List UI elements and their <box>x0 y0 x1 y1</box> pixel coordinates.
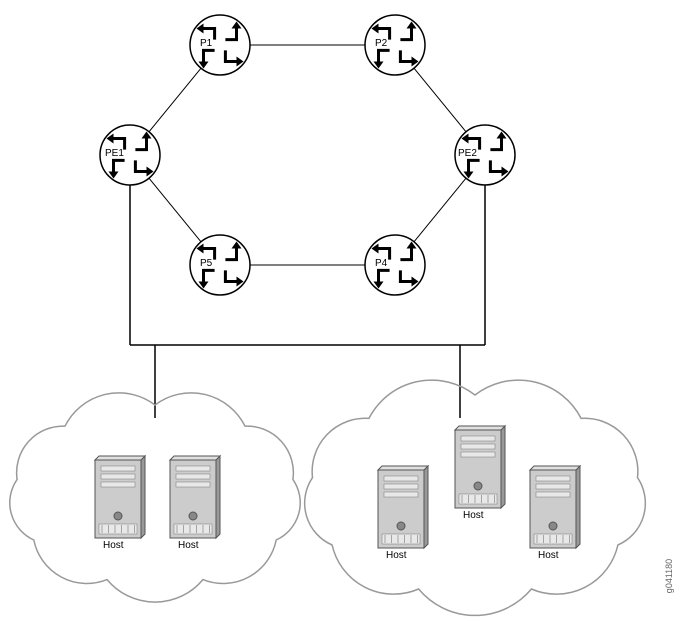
hosts-group <box>95 426 580 548</box>
router-label-P2: P2 <box>375 38 387 49</box>
host-label-3: Host <box>386 550 407 561</box>
router-P4 <box>365 235 425 295</box>
link-PE1-P5 <box>149 178 201 242</box>
router-label-P5: P5 <box>200 258 212 269</box>
diagram-svg <box>0 0 681 621</box>
host-label-5: Host <box>538 550 559 561</box>
link-PE2-P4 <box>414 178 466 242</box>
host-label-1: Host <box>103 540 124 551</box>
host-label-4: Host <box>463 510 484 521</box>
host-label-2: Host <box>178 540 199 551</box>
router-P1 <box>190 15 250 75</box>
link-P1-PE1 <box>149 68 201 132</box>
figure-id-label: g041180 <box>664 559 674 593</box>
router-P2 <box>365 15 425 75</box>
router-label-P4: P4 <box>375 258 387 269</box>
router-label-P1: P1 <box>200 38 212 49</box>
router-P5 <box>190 235 250 295</box>
cloud-left <box>10 393 300 602</box>
host-server-1 <box>95 456 145 538</box>
network-diagram: P1 P2 PE1 PE2 P5 P4 Host Host Host Host Host g041… <box>0 0 681 621</box>
link-group <box>149 45 466 265</box>
host-server-3 <box>378 466 428 548</box>
router-label-PE2: PE2 <box>458 148 477 159</box>
routers-group <box>100 15 515 295</box>
link-P2-PE2 <box>414 68 466 132</box>
host-server-5 <box>530 466 580 548</box>
router-label-PE1: PE1 <box>105 148 124 159</box>
host-server-2 <box>170 456 220 538</box>
host-server-4 <box>455 426 505 508</box>
